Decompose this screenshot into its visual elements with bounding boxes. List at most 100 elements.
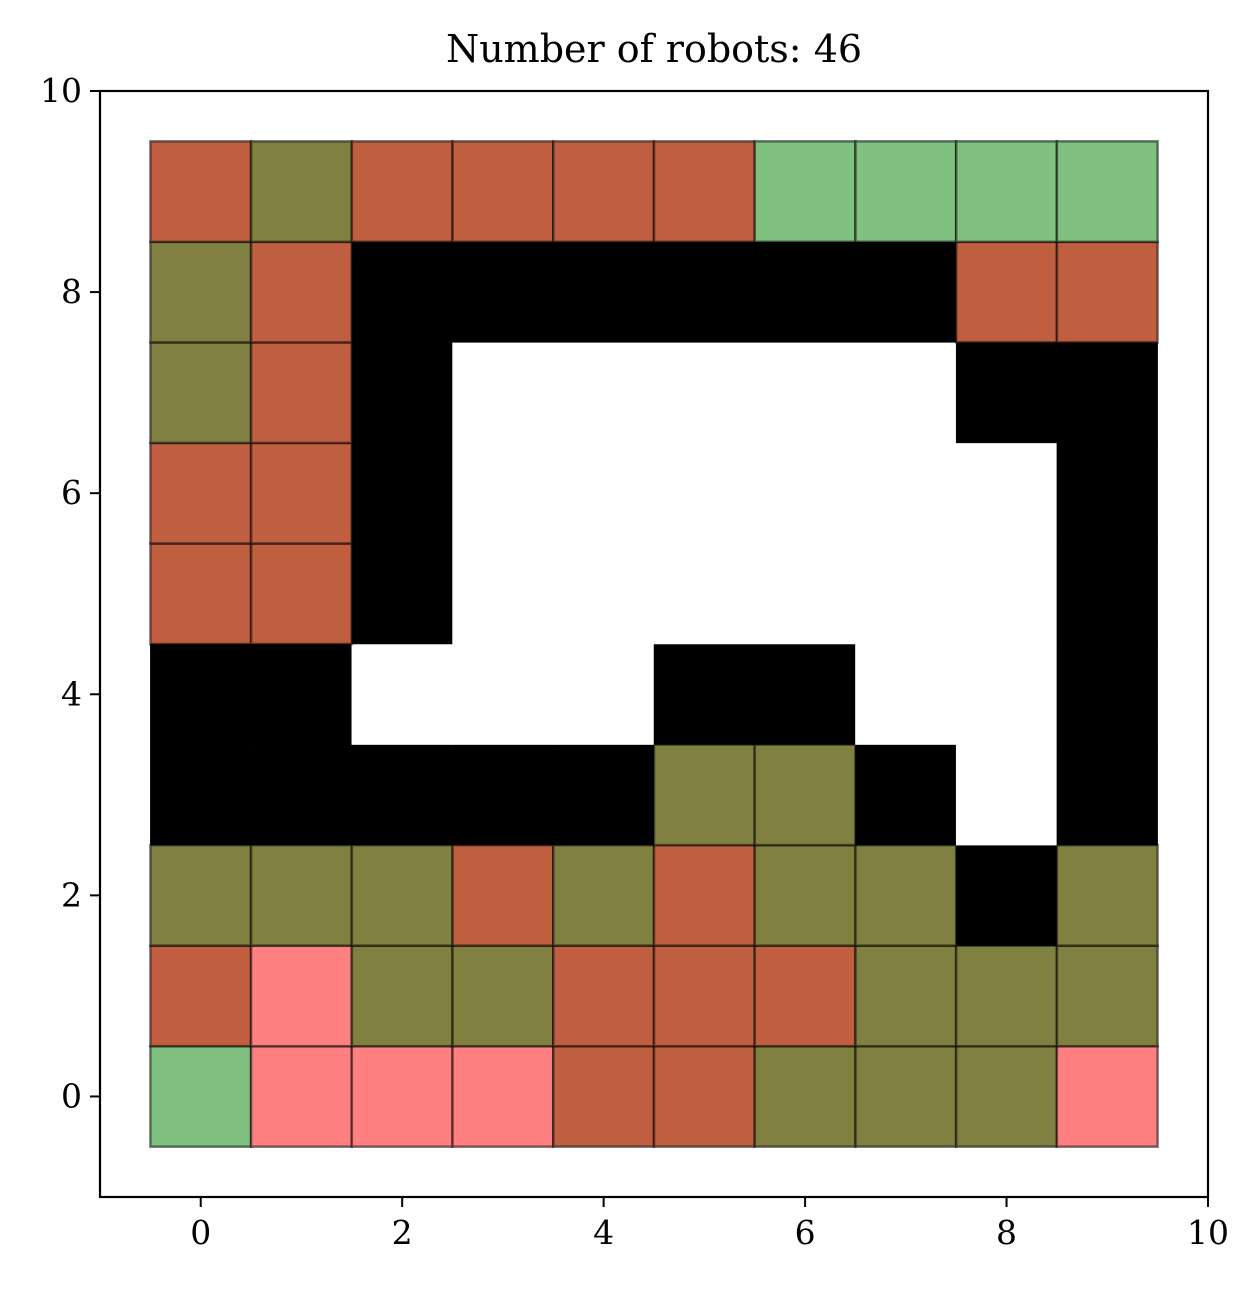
- cell-2-3: [351, 744, 453, 846]
- cell-3-2: [451, 843, 555, 947]
- cell-5-4: [653, 643, 755, 745]
- cell-2-1: [350, 944, 454, 1048]
- cell-1-1: [249, 944, 354, 1048]
- cell-0-3: [150, 744, 252, 846]
- y-axis: 0 2 4 6 8 10: [40, 71, 100, 1115]
- cell-7-5: [855, 543, 957, 645]
- cell-0-8: [149, 240, 253, 344]
- cell-4-6: [553, 442, 655, 544]
- cell-6-5: [754, 543, 856, 645]
- x-tick-label: 10: [1187, 1213, 1229, 1252]
- cell-1-7: [249, 341, 354, 445]
- y-tick-label: 0: [61, 1076, 82, 1115]
- cell-0-2: [149, 843, 253, 947]
- cell-grid: [149, 140, 1159, 1148]
- cell-8-9: [954, 140, 1059, 244]
- cell-6-2: [753, 843, 857, 947]
- cell-8-0: [954, 1044, 1059, 1148]
- y-tick-label: 8: [61, 272, 82, 311]
- cell-4-9: [552, 140, 656, 244]
- cell-5-1: [652, 944, 756, 1048]
- cell-0-9: [149, 140, 253, 244]
- cell-3-6: [452, 442, 554, 544]
- y-tick-label: 2: [61, 875, 82, 914]
- cell-0-7: [149, 341, 253, 445]
- cell-1-0: [249, 1044, 354, 1148]
- cell-7-2: [854, 843, 958, 947]
- cell-7-0: [854, 1044, 958, 1148]
- cell-0-1: [149, 944, 253, 1048]
- cell-3-7: [452, 342, 554, 444]
- cell-5-0: [652, 1044, 756, 1148]
- cell-2-4: [351, 643, 453, 745]
- cell-2-5: [351, 543, 453, 645]
- cell-3-3: [452, 744, 554, 846]
- cell-9-7: [1056, 342, 1158, 444]
- x-axis: 0 2 4 6 8 10: [190, 1197, 1229, 1252]
- cell-7-8: [855, 241, 957, 343]
- cell-8-8: [954, 240, 1059, 344]
- x-tick-label: 8: [996, 1213, 1017, 1252]
- cell-3-1: [451, 944, 555, 1048]
- cell-3-8: [452, 241, 554, 343]
- cell-5-9: [652, 140, 756, 244]
- cell-5-8: [653, 241, 755, 343]
- cell-3-0: [451, 1044, 555, 1148]
- cell-4-5: [553, 543, 655, 645]
- y-tick-label: 6: [61, 473, 82, 512]
- cell-0-0: [149, 1044, 253, 1148]
- cell-7-1: [854, 944, 958, 1048]
- cell-9-6: [1056, 442, 1158, 544]
- cell-2-6: [351, 442, 453, 544]
- cell-0-6: [149, 441, 253, 545]
- cell-6-1: [753, 944, 857, 1048]
- x-tick-label: 6: [795, 1213, 816, 1252]
- cell-4-1: [552, 944, 656, 1048]
- cell-9-1: [1055, 944, 1159, 1048]
- cell-2-9: [350, 140, 454, 244]
- cell-8-7: [955, 342, 1058, 444]
- plot-frame: [98, 89, 1210, 1199]
- cell-7-6: [855, 442, 957, 544]
- cell-4-0: [552, 1044, 656, 1148]
- chart-title: Number of robots: 46: [446, 27, 862, 71]
- cell-8-2: [955, 844, 1058, 946]
- cell-0-4: [150, 643, 252, 745]
- x-tick-label: 2: [392, 1213, 413, 1252]
- cell-5-7: [653, 342, 755, 444]
- x-tick-label: 4: [593, 1213, 614, 1252]
- cell-9-5: [1056, 543, 1158, 645]
- cell-4-2: [552, 843, 656, 947]
- cell-6-8: [754, 241, 856, 343]
- cell-6-9: [753, 140, 857, 244]
- cell-4-4: [553, 643, 655, 745]
- cell-1-3: [250, 744, 353, 846]
- cell-8-1: [954, 944, 1059, 1048]
- cell-1-8: [249, 240, 354, 344]
- cell-6-0: [753, 1044, 857, 1148]
- cell-1-5: [249, 542, 354, 646]
- cell-9-9: [1055, 140, 1159, 244]
- cell-1-6: [249, 441, 354, 545]
- cell-2-8: [351, 241, 453, 343]
- y-tick-label: 10: [40, 71, 82, 110]
- x-tick-label: 0: [190, 1213, 211, 1252]
- cell-3-9: [451, 140, 555, 244]
- cell-7-7: [855, 342, 957, 444]
- cell-6-3: [753, 743, 857, 847]
- cell-4-8: [553, 241, 655, 343]
- cell-9-4: [1056, 643, 1158, 745]
- cell-5-3: [652, 743, 756, 847]
- cell-9-3: [1056, 744, 1158, 846]
- cell-7-4: [855, 643, 957, 745]
- cell-9-0: [1055, 1044, 1159, 1148]
- cell-5-2: [652, 843, 756, 947]
- cell-1-9: [249, 140, 354, 244]
- cell-7-9: [854, 140, 958, 244]
- cell-1-2: [249, 843, 354, 947]
- cell-6-6: [754, 442, 856, 544]
- cell-1-4: [250, 643, 353, 745]
- cell-4-7: [553, 342, 655, 444]
- cell-6-4: [754, 643, 856, 745]
